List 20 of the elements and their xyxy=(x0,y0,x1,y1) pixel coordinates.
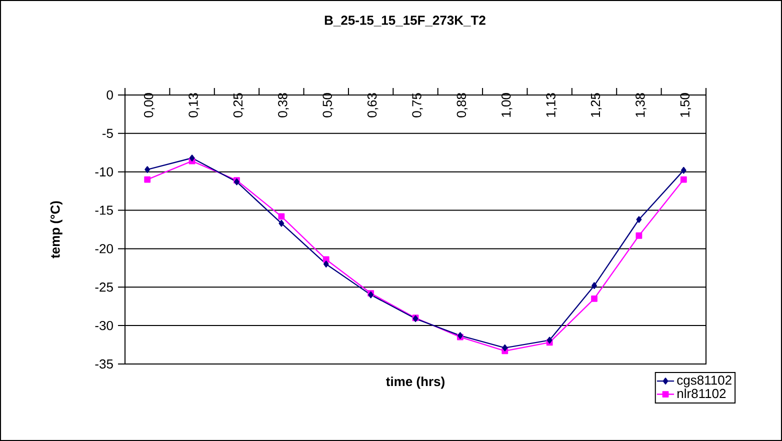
y-tick-label: -25 xyxy=(95,282,113,292)
x-tick-label: 0,00 xyxy=(144,93,155,118)
y-tick-label: -30 xyxy=(95,320,113,330)
x-axis-title: time (hrs) xyxy=(386,376,444,389)
x-tick-label: 0,25 xyxy=(233,93,244,118)
y-tick-label: -15 xyxy=(95,206,113,215)
x-tick-label: 0,75 xyxy=(412,93,423,118)
y-tick-label: -35 xyxy=(95,359,113,369)
x-tick-label: 1,00 xyxy=(502,93,512,117)
legend-label: cgs81102 xyxy=(677,376,732,388)
y-tick-label: -20 xyxy=(95,244,113,254)
x-tick-label: 1,50 xyxy=(680,93,692,117)
y-axis-title: temp (°C) xyxy=(50,201,62,258)
x-tick-label: 0,38 xyxy=(278,93,289,118)
y-tick-label: 0 xyxy=(106,90,113,100)
x-tick-label: 0,50 xyxy=(322,93,334,118)
y-tick-label: -5 xyxy=(102,128,113,138)
chart-title: B_25-15_15_15F_273K_T2 xyxy=(324,16,486,26)
legend-label: nlr81102 xyxy=(678,388,726,398)
y-tick-label: -10 xyxy=(95,167,113,176)
